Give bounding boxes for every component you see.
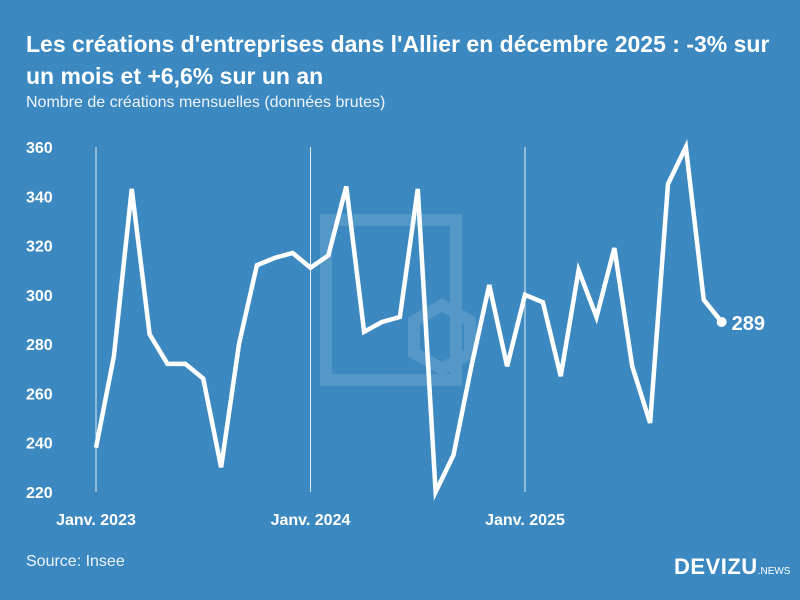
last-point xyxy=(716,316,727,327)
x-tick-label: Janv. 2024 xyxy=(271,512,351,529)
y-tick-label: 280 xyxy=(26,337,53,354)
last-value-label: 289 xyxy=(732,313,765,335)
logo-suffix: .NEWS xyxy=(757,566,791,577)
y-tick-label: 240 xyxy=(26,436,53,453)
x-tick-label: Janv. 2025 xyxy=(485,512,565,529)
y-tick-label: 320 xyxy=(26,239,53,256)
y-tick-label: 300 xyxy=(26,288,53,305)
x-tick-label: Janv. 2023 xyxy=(56,512,136,529)
watermark-logo xyxy=(320,214,476,386)
logo-main: DEVIZU xyxy=(674,554,758,579)
y-tick-label: 220 xyxy=(26,485,53,502)
y-tick-label: 260 xyxy=(26,386,53,403)
series-line xyxy=(93,139,724,501)
chart-subtitle: Nombre de créations mensuelles (données … xyxy=(26,94,386,111)
y-tick-label: 360 xyxy=(26,140,53,157)
y-tick-label: 340 xyxy=(26,189,53,206)
source-note: Source: Insee xyxy=(26,553,125,570)
chart-title: Les créations d'entreprises dans l'Allie… xyxy=(26,31,770,89)
brand-logo: DEVIZU.NEWS xyxy=(674,554,790,580)
